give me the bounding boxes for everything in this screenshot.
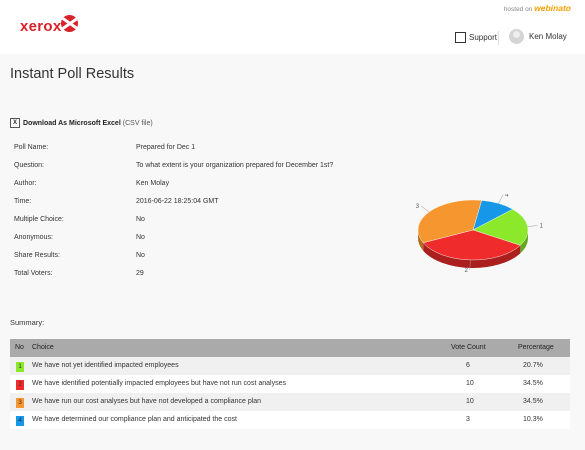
pie-label: 3 bbox=[416, 204, 420, 210]
info-label: Poll Name: bbox=[14, 144, 49, 151]
info-value: Prepared for Dec 1 bbox=[136, 144, 196, 151]
choice-text: We have determined our compliance plan a… bbox=[32, 416, 237, 423]
column-no: No bbox=[15, 344, 24, 351]
choice-number-badge: 1 bbox=[16, 362, 24, 372]
percentage: 34.5% bbox=[523, 398, 543, 405]
percentage: 10.3% bbox=[523, 416, 543, 423]
download-sub-label: (CSV file) bbox=[122, 119, 153, 127]
pie-leader-line bbox=[527, 225, 538, 227]
info-value: No bbox=[136, 216, 145, 223]
vote-count: 6 bbox=[466, 362, 470, 369]
header-divider bbox=[498, 31, 499, 45]
info-value: 2016-06-22 18:25:04 GMT bbox=[136, 198, 219, 205]
choice-text: We have run our cost analyses but have n… bbox=[32, 398, 262, 405]
summary-table: No Choice Vote Count Percentage 1 We hav… bbox=[10, 339, 570, 429]
info-value: To what extent is your organization prep… bbox=[136, 162, 334, 169]
column-vote-count: Vote Count bbox=[451, 344, 486, 351]
choice-number-badge: 2 bbox=[16, 380, 24, 390]
percentage: 34.5% bbox=[523, 380, 543, 387]
info-label: Total Voters: bbox=[14, 270, 53, 277]
pie-slice-side-2 bbox=[423, 242, 521, 268]
choice-number-badge: 3 bbox=[16, 398, 24, 408]
pie-leader-line bbox=[498, 194, 504, 204]
main-content: Instant Poll Results X Download As Micro… bbox=[0, 54, 585, 450]
support-icon bbox=[455, 32, 466, 43]
download-label: Download As Microsoft Excel bbox=[23, 119, 121, 127]
table-row: 3 We have run our cost analyses but have… bbox=[10, 393, 570, 411]
xerox-logo-icon bbox=[61, 15, 78, 32]
info-value: Ken Molay bbox=[136, 180, 170, 187]
pie-slice-1 bbox=[472, 209, 529, 246]
choice-text: We have not yet identified impacted empl… bbox=[32, 362, 179, 369]
percentage: 20.7% bbox=[523, 362, 543, 369]
excel-icon: X bbox=[10, 118, 20, 128]
info-value: No bbox=[136, 234, 145, 241]
info-value: No bbox=[136, 252, 145, 259]
info-label: Share Results: bbox=[14, 252, 60, 259]
table-row: 1 We have not yet identified impacted em… bbox=[10, 357, 570, 375]
support-button[interactable]: Support bbox=[455, 32, 497, 43]
table-body: 1 We have not yet identified impacted em… bbox=[10, 357, 570, 429]
download-excel-link[interactable]: X Download As Microsoft Excel (CSV file) bbox=[10, 118, 153, 128]
table-row: 2 We have identified potentially impacte… bbox=[10, 375, 570, 393]
pie-slice-2 bbox=[422, 229, 521, 261]
table-header: No Choice Vote Count Percentage bbox=[10, 339, 570, 357]
pie-label: 2 bbox=[464, 268, 468, 274]
hosted-by-text: hosted on webinato bbox=[504, 3, 571, 13]
pie-slice-side-1 bbox=[520, 230, 528, 254]
info-value: 29 bbox=[136, 270, 144, 277]
avatar-icon bbox=[509, 29, 524, 44]
brand-logo: xerox bbox=[20, 18, 62, 35]
choice-text: We have identified potentially impacted … bbox=[32, 380, 286, 387]
top-header: xerox hosted on webinato Support Ken Mol… bbox=[0, 0, 585, 54]
page-title: Instant Poll Results bbox=[10, 66, 135, 82]
hosted-by-label: hosted on bbox=[503, 6, 533, 13]
vote-count: 10 bbox=[466, 380, 474, 387]
user-name: Ken Molay bbox=[529, 32, 567, 41]
info-label: Anonymous: bbox=[14, 234, 53, 241]
info-label: Multiple Choice: bbox=[14, 216, 64, 223]
support-label: Support bbox=[469, 33, 498, 42]
vote-count: 3 bbox=[466, 416, 470, 423]
choice-number-badge: 4 bbox=[16, 416, 24, 426]
user-menu[interactable]: Ken Molay bbox=[509, 29, 567, 44]
vote-count: 10 bbox=[466, 398, 474, 405]
pie-slice-side-3 bbox=[418, 230, 424, 251]
poll-pie-chart: 4 1 2 3 bbox=[416, 194, 544, 274]
info-label: Author: bbox=[14, 180, 37, 187]
pie-label: 4 bbox=[505, 194, 509, 199]
pie-label: 1 bbox=[540, 223, 544, 229]
webinato-logo: webinato bbox=[534, 3, 571, 13]
column-percentage: Percentage bbox=[518, 344, 554, 351]
info-label: Time: bbox=[14, 198, 32, 205]
column-choice: Choice bbox=[32, 344, 54, 351]
table-row: 4 We have determined our compliance plan… bbox=[10, 411, 570, 429]
info-label: Question: bbox=[14, 162, 44, 169]
summary-label: Summary: bbox=[10, 318, 45, 327]
pie-leader-line bbox=[420, 205, 430, 213]
